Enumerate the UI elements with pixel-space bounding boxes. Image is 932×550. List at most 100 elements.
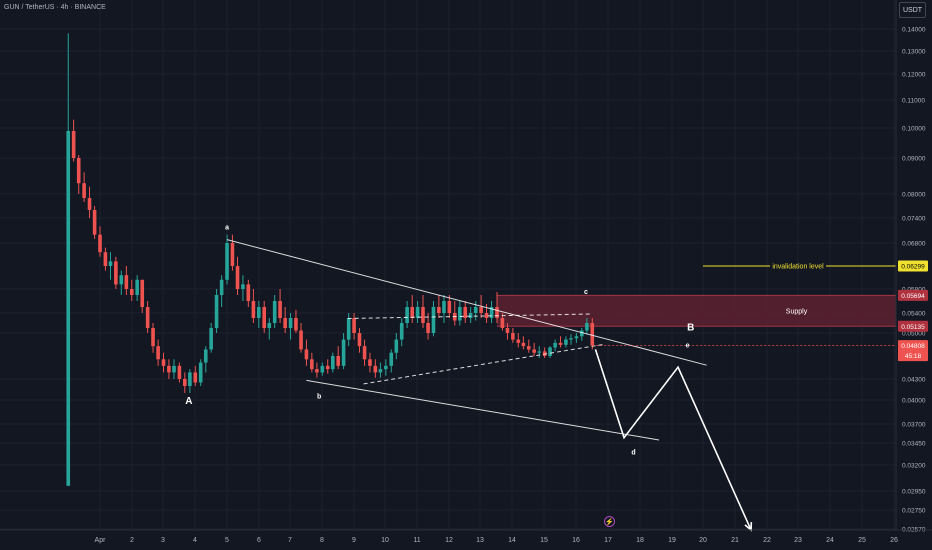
- supply-label: Supply: [786, 308, 808, 315]
- candle-body: [352, 318, 356, 333]
- candle-body: [537, 351, 542, 353]
- candle: [532, 342, 536, 356]
- price-label-supply_bottom: 0.05135: [898, 320, 928, 332]
- dashed-channel-line: [347, 313, 593, 319]
- price-label-bg: [898, 350, 928, 362]
- price-tick-label: 0.12000: [902, 72, 926, 79]
- currency-selector[interactable]: USDT: [899, 2, 926, 18]
- invalidation-label: invalidation level: [772, 264, 824, 271]
- time-tick-label: 3: [161, 537, 165, 544]
- candle: [114, 256, 118, 289]
- price-tick-label: 0.13000: [902, 49, 926, 56]
- candle: [129, 279, 134, 301]
- candle: [182, 372, 187, 393]
- candle-body: [119, 275, 124, 285]
- candle-body: [209, 328, 213, 350]
- supply-zone: Supply: [497, 294, 896, 327]
- candle: [511, 328, 515, 343]
- candle-body: [447, 301, 452, 313]
- candle-body: [553, 342, 557, 348]
- candle-body: [346, 318, 351, 340]
- candle: [410, 295, 415, 323]
- time-tick-label: 21: [731, 537, 739, 544]
- price-tick-label: 0.03450: [902, 441, 926, 448]
- price-label-text: 0.05694: [901, 293, 925, 300]
- candle: [145, 301, 150, 333]
- candle-body: [193, 372, 198, 383]
- candle-body: [177, 365, 182, 379]
- flash-icon[interactable]: ⚡: [604, 516, 615, 527]
- candle-body: [362, 346, 367, 360]
- time-tick-label: 10: [381, 537, 389, 544]
- price-tick-label: 0.03700: [902, 422, 926, 429]
- candle-body: [378, 369, 383, 373]
- candle-body: [331, 356, 335, 370]
- candle: [394, 333, 399, 360]
- wave-label-d: d: [631, 449, 635, 456]
- candle: [167, 359, 171, 379]
- candle: [389, 349, 394, 373]
- candle-body: [203, 349, 208, 363]
- candle: [590, 318, 595, 350]
- candle-body: [426, 323, 430, 333]
- candle-body: [368, 359, 372, 366]
- candle-body: [384, 365, 388, 370]
- candle-body: [548, 347, 552, 356]
- candle-body: [341, 339, 346, 366]
- candle-body: [315, 369, 319, 373]
- candle-body: [431, 307, 436, 333]
- trendline: [226, 239, 707, 366]
- candle: [156, 339, 160, 366]
- candle-body: [458, 307, 462, 321]
- candle: [92, 206, 97, 239]
- candle-body: [526, 346, 531, 350]
- price-label-countdown: 45:18: [898, 350, 928, 362]
- candle-body: [357, 333, 362, 347]
- candle-body: [325, 365, 330, 370]
- candle-body: [505, 328, 510, 333]
- time-tick-label: 24: [826, 537, 834, 544]
- candle-body: [156, 346, 160, 360]
- candle: [521, 336, 526, 350]
- candle: [542, 347, 547, 358]
- candle: [299, 323, 303, 353]
- candle-body: [394, 339, 399, 353]
- candle: [579, 328, 584, 341]
- candle-body: [92, 210, 97, 235]
- time-tick-label: 11: [413, 537, 420, 544]
- time-tick-label: 6: [257, 537, 261, 544]
- candle-body: [320, 365, 325, 373]
- candle: [225, 234, 229, 285]
- candle-body: [241, 284, 245, 289]
- candle: [516, 333, 521, 348]
- candle-body: [299, 330, 303, 350]
- candle: [251, 289, 256, 323]
- candle: [352, 313, 356, 340]
- candle: [384, 359, 388, 376]
- candle: [135, 275, 139, 301]
- candle: [76, 155, 81, 194]
- candle-body: [225, 243, 229, 280]
- candle-body: [108, 261, 113, 266]
- wave-labels: Aa b c d Be: [185, 225, 694, 457]
- price-label-bg: [898, 289, 928, 301]
- candle: [66, 33, 71, 486]
- candle-body: [521, 342, 526, 347]
- candle-body: [172, 365, 176, 373]
- candle-body: [267, 323, 272, 328]
- price-tick-label: 0.05400: [902, 311, 926, 318]
- candle: [368, 352, 372, 373]
- price-label-bg: [898, 260, 928, 272]
- candle-body: [257, 307, 261, 318]
- candle-body: [66, 131, 71, 486]
- candle-body: [129, 289, 134, 295]
- candle: [415, 301, 420, 323]
- wave-label-b: b: [317, 394, 321, 401]
- price-tick-label: 0.11000: [902, 98, 925, 105]
- candle: [431, 301, 436, 337]
- candle-body: [214, 295, 219, 328]
- wave-label-e: e: [686, 342, 690, 349]
- time-tick-label: 5: [225, 537, 229, 544]
- candle-body: [463, 307, 468, 318]
